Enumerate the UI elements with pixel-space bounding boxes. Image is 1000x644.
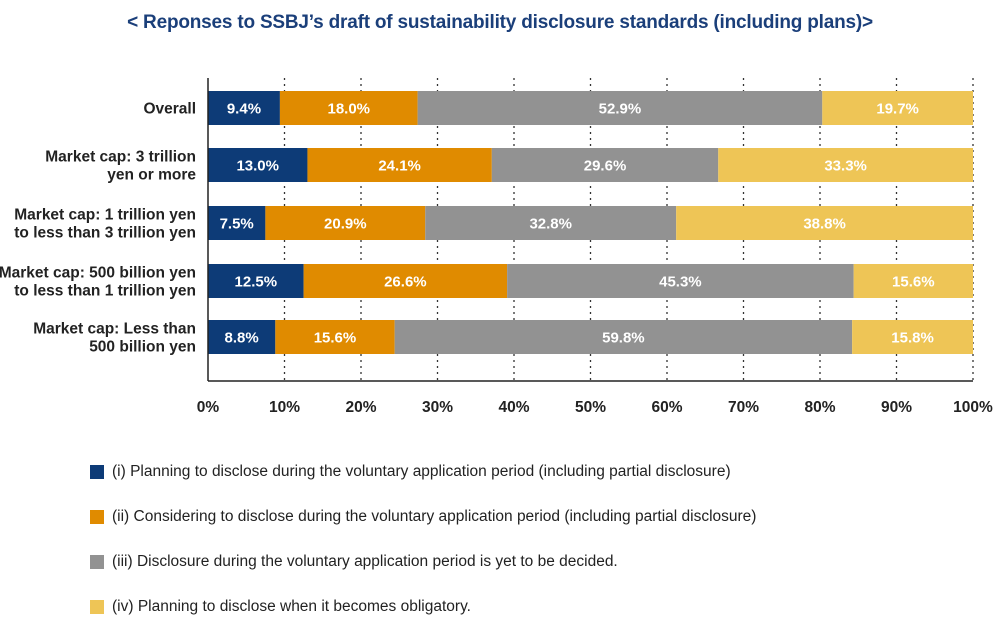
bar-segment [208, 264, 304, 298]
bar-segment [822, 91, 973, 125]
x-tick-label: 0% [197, 399, 220, 416]
data-label: 13.0% [236, 158, 279, 175]
category-label: Market cap: 500 billion yen to less than … [0, 265, 196, 300]
data-label: 59.8% [602, 330, 645, 347]
data-label: 7.5% [220, 216, 254, 233]
bar-segment [425, 206, 677, 240]
bar-segment [208, 148, 308, 182]
legend-label: (i) Planning to disclose during the volu… [112, 463, 731, 480]
x-tick-label: 50% [575, 399, 606, 416]
stacked-bar-chart: 9.4% 18.0% 52.9% 19.7% 13.0% 24.1% 29.6% 33.3% 7… [0, 78, 993, 416]
x-tick-label: 10% [269, 399, 300, 416]
bar-segment [507, 264, 854, 298]
bar-segment [208, 206, 266, 240]
axes [207, 78, 973, 382]
legend-item: (ii) Considering to disclose during the … [90, 507, 756, 527]
legend-item: (iii) Disclosure during the voluntary ap… [90, 552, 756, 572]
data-label: 33.3% [824, 158, 867, 175]
x-tick-label: 100% [953, 399, 993, 416]
legend-label: (iii) Disclosure during the voluntary ap… [112, 553, 618, 570]
bar-segment [491, 148, 719, 182]
category-label: Market cap: 1 trillion yen to less than 3… [14, 207, 196, 242]
bar-segment [279, 91, 418, 125]
bar-segment [676, 206, 973, 240]
data-label: 29.6% [584, 158, 627, 175]
x-tick-label: 30% [422, 399, 453, 416]
data-label: 15.8% [891, 330, 934, 347]
legend-label: (ii) Considering to disclose during the … [112, 508, 757, 525]
bar-segment [852, 320, 973, 354]
bars: 9.4% 18.0% 52.9% 19.7% 13.0% 24.1% 29.6% 33.3% 7… [208, 91, 973, 354]
data-label: 18.0% [327, 101, 370, 118]
category-label: Overall [143, 101, 196, 118]
bar-segment [718, 148, 973, 182]
data-label: 9.4% [227, 101, 261, 118]
legend-label: (iv) Planning to disclose when it become… [112, 598, 471, 615]
data-label: 52.9% [599, 101, 642, 118]
data-label: 19.7% [876, 101, 919, 118]
data-label: 12.5% [235, 274, 278, 291]
bar-segment [303, 264, 508, 298]
data-label: 32.8% [529, 216, 572, 233]
bar-segment [208, 91, 280, 125]
legend: (i) Planning to disclose during the volu… [90, 462, 756, 642]
legend-item: (i) Planning to disclose during the volu… [90, 462, 756, 482]
data-label: 24.1% [378, 158, 421, 175]
x-tick-label: 20% [345, 399, 376, 416]
category-label: Market cap: Less than 500 billion yen [33, 321, 196, 356]
x-tick-labels: 0% 10% 20% 30% 40% 50% 60% 70% 80% 90% 100% [197, 399, 993, 416]
x-tick-label: 70% [728, 399, 759, 416]
legend-swatch [90, 465, 104, 479]
data-label: 20.9% [324, 216, 367, 233]
bar-segment [307, 148, 492, 182]
chart-title: < Reponses to SSBJ’s draft of sustainabi… [127, 12, 873, 33]
x-tick-label: 90% [881, 399, 912, 416]
bar-segment [265, 206, 426, 240]
x-tick-label: 60% [651, 399, 682, 416]
data-label: 26.6% [384, 274, 427, 291]
category-labels: Overall Market cap: 3 trillion yen or more… [0, 101, 196, 356]
bar-segment [417, 91, 823, 125]
data-label: 8.8% [225, 330, 259, 347]
data-label: 15.6% [892, 274, 935, 291]
legend-swatch [90, 510, 104, 524]
category-label: Market cap: 3 trillion yen or more [45, 149, 196, 184]
bar-segment [208, 320, 276, 354]
bar-segment [394, 320, 853, 354]
data-label: 38.8% [803, 216, 846, 233]
data-label: 45.3% [659, 274, 702, 291]
bar-segment [853, 264, 973, 298]
legend-swatch [90, 555, 104, 569]
x-tick-label: 40% [498, 399, 529, 416]
x-tick-label: 80% [804, 399, 835, 416]
data-label: 15.6% [314, 330, 357, 347]
legend-item: (iv) Planning to disclose when it become… [90, 597, 756, 617]
legend-swatch [90, 600, 104, 614]
bar-segment [275, 320, 395, 354]
